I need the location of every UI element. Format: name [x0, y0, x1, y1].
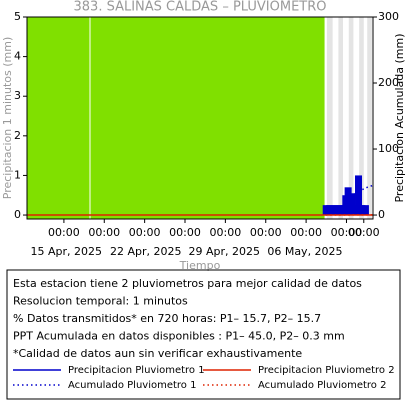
- x-tick-label: 00:00: [250, 226, 282, 239]
- legend-label: Precipitacion Pluviometro 1: [68, 365, 205, 376]
- y-tick-label: 2: [14, 129, 21, 142]
- shade-band: [338, 17, 343, 219]
- x-tick-label: 00:00: [48, 226, 80, 239]
- bar: [362, 205, 369, 215]
- x-date-label: 15 Apr, 2025: [30, 245, 102, 258]
- x-date-label: 22 Apr, 2025: [110, 245, 182, 258]
- shade-band: [367, 17, 372, 219]
- y2-tick-label: 0: [378, 208, 385, 221]
- note-line: Esta estacion tiene 2 pluviometros para …: [13, 277, 362, 290]
- y2-tick-label: 300: [378, 10, 399, 23]
- shade-band: [327, 17, 333, 219]
- legend-label: Acumulado Pluviometro 2: [258, 380, 386, 391]
- y-tick-label: 5: [14, 10, 21, 23]
- x-tick-label: 00:00: [210, 226, 242, 239]
- legend-label: Precipitacion Pluviometro 2: [258, 365, 395, 376]
- note-line: PPT Acumulada en datos disponibles : P1–…: [13, 330, 345, 343]
- x-date-label: 06 May, 2025: [267, 245, 342, 258]
- y2-tick-label: 200: [378, 76, 399, 89]
- note-line: Resolucion temporal: 1 minutos: [13, 295, 188, 308]
- y2-tick-label: 100: [378, 142, 399, 155]
- y-tick-label: 0: [14, 208, 21, 221]
- x-tick-label: 00:00: [88, 226, 120, 239]
- x-tick-label: 00:00: [169, 226, 201, 239]
- x-tick-label: 00:00: [129, 226, 161, 239]
- x-date-label: 29 Apr, 2025: [188, 245, 260, 258]
- note-line: *Calidad de datos aun sin verificar exha…: [13, 347, 302, 360]
- legend-label: Acumulado Pluviometro 1: [68, 380, 196, 391]
- note-line: % Datos transmitidos* en 720 horas: P1– …: [13, 312, 321, 325]
- x-tick-label: 00:00: [348, 226, 380, 239]
- y-tick-label: 1: [14, 168, 21, 181]
- y-tick-label: 3: [14, 89, 21, 102]
- y-tick-label: 4: [14, 50, 21, 63]
- y2-axis-label: Precipitacion Acumulada (mm): [393, 33, 406, 202]
- chart-title: 383. SALINAS CALDAS – PLUVIOMETRO: [74, 0, 327, 15]
- y-axis-label: Precipitacion 1 minutos (mm): [1, 37, 14, 199]
- x-tick-label: 00:00: [290, 226, 322, 239]
- shade-band: [27, 17, 325, 219]
